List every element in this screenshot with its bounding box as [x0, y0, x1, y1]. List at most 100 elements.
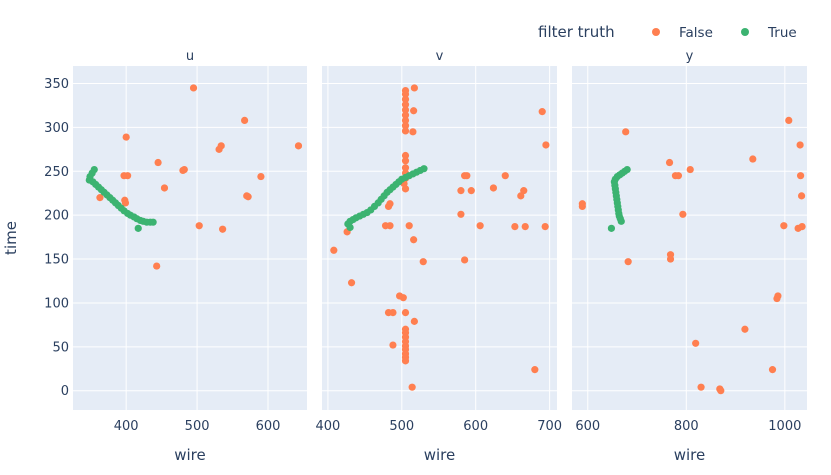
data-point[interactable] — [674, 172, 683, 180]
x-tick-label: 400 — [315, 419, 340, 434]
data-point[interactable] — [195, 222, 203, 230]
data-point[interactable] — [96, 194, 104, 202]
data-point[interactable] — [686, 165, 694, 174]
data-point[interactable] — [461, 256, 469, 264]
data-point[interactable] — [666, 255, 675, 263]
data-point[interactable] — [179, 166, 187, 175]
data-point[interactable] — [347, 279, 356, 287]
y-tick-label: 0 — [61, 384, 69, 399]
data-point[interactable] — [665, 158, 674, 167]
legend-item-false[interactable]: False — [652, 25, 713, 41]
data-point[interactable] — [389, 308, 397, 317]
data-point[interactable] — [419, 258, 427, 266]
data-point[interactable] — [542, 141, 550, 149]
data-point[interactable] — [679, 210, 687, 218]
x-axis-title: wire — [424, 446, 456, 464]
data-point[interactable] — [607, 224, 616, 232]
data-point[interactable] — [401, 127, 410, 135]
data-point[interactable] — [257, 172, 265, 181]
data-point[interactable] — [785, 116, 793, 125]
data-point[interactable] — [796, 141, 804, 149]
data-point[interactable] — [189, 84, 198, 92]
legend-item-true[interactable]: True — [741, 25, 797, 41]
data-point[interactable] — [692, 339, 700, 347]
data-point[interactable] — [401, 106, 410, 114]
data-point[interactable] — [401, 122, 410, 130]
data-point[interactable] — [457, 210, 465, 218]
data-point[interactable] — [797, 192, 806, 200]
data-point[interactable] — [405, 222, 413, 230]
data-point[interactable] — [578, 200, 586, 208]
data-point[interactable] — [215, 145, 223, 153]
data-point[interactable] — [122, 133, 130, 141]
data-point[interactable] — [511, 222, 519, 231]
data-point[interactable] — [410, 236, 418, 244]
data-point[interactable] — [501, 172, 509, 180]
data-point[interactable] — [241, 116, 249, 125]
data-point[interactable] — [401, 185, 410, 193]
data-point[interactable] — [796, 172, 805, 180]
x-tick-label: 600 — [256, 419, 281, 434]
data-point[interactable] — [624, 258, 632, 266]
data-point[interactable] — [401, 95, 410, 103]
data-point[interactable] — [768, 366, 777, 374]
data-point[interactable] — [517, 192, 525, 200]
series-false — [96, 84, 303, 270]
data-point[interactable] — [717, 387, 725, 395]
data-point[interactable] — [121, 199, 130, 207]
data-point[interactable] — [622, 128, 630, 136]
data-point[interactable] — [124, 172, 132, 180]
data-point[interactable] — [489, 184, 498, 192]
data-point[interactable] — [521, 222, 529, 231]
data-point[interactable] — [153, 262, 161, 270]
data-point[interactable] — [467, 187, 475, 195]
data-point[interactable] — [134, 224, 142, 232]
data-point[interactable] — [780, 222, 788, 230]
data-point[interactable] — [410, 317, 418, 325]
data-point[interactable] — [410, 84, 418, 92]
data-point[interactable] — [149, 218, 157, 226]
data-point[interactable] — [798, 222, 806, 231]
data-point[interactable] — [409, 128, 417, 136]
data-point[interactable] — [749, 155, 757, 163]
data-point[interactable] — [541, 222, 549, 231]
data-point[interactable] — [697, 383, 705, 391]
data-point[interactable] — [401, 357, 410, 365]
data-point[interactable] — [457, 187, 465, 195]
data-point[interactable] — [401, 116, 410, 125]
data-point[interactable] — [386, 200, 394, 208]
data-point[interactable] — [741, 325, 749, 333]
data-point[interactable] — [399, 294, 407, 302]
data-point[interactable] — [520, 187, 528, 195]
data-point[interactable] — [154, 158, 162, 167]
data-point[interactable] — [617, 217, 625, 225]
series-true — [344, 165, 428, 232]
data-point[interactable] — [531, 366, 539, 374]
data-point[interactable] — [408, 383, 416, 391]
data-point[interactable] — [386, 222, 394, 230]
data-point[interactable] — [401, 90, 410, 98]
data-point[interactable] — [401, 157, 410, 165]
data-point[interactable] — [346, 223, 354, 232]
legend[interactable]: filter truth False True — [538, 23, 797, 41]
y-axis: 0 50 100 150 200 250 300 350 — [44, 77, 69, 399]
data-point[interactable] — [243, 192, 251, 200]
data-point[interactable] — [294, 142, 303, 150]
data-point[interactable] — [330, 246, 338, 254]
data-point[interactable] — [463, 172, 471, 180]
data-point[interactable] — [538, 108, 546, 116]
data-point[interactable] — [401, 308, 410, 317]
data-point[interactable] — [410, 107, 418, 115]
x-tick-label: 600 — [575, 419, 600, 434]
data-point[interactable] — [389, 341, 397, 349]
plot-background — [572, 66, 807, 410]
data-point[interactable] — [774, 292, 782, 300]
data-point[interactable] — [401, 101, 410, 109]
data-point[interactable] — [401, 151, 410, 160]
data-point[interactable] — [401, 164, 410, 172]
data-point[interactable] — [476, 222, 484, 230]
data-point[interactable] — [401, 111, 410, 119]
x-tick-label: 600 — [463, 419, 488, 434]
data-point[interactable] — [219, 225, 227, 233]
data-point[interactable] — [160, 184, 169, 192]
